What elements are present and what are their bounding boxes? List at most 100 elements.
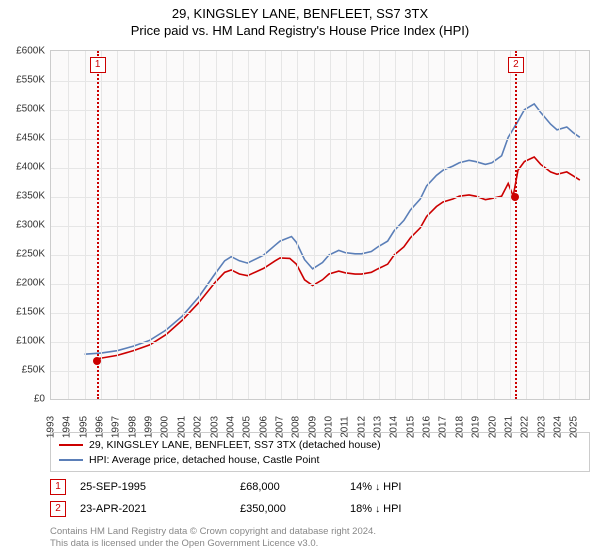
y-tick-label: £400K: [3, 162, 45, 173]
y-tick-label: £600K: [3, 46, 45, 57]
legend-swatch-hpi: [59, 459, 83, 461]
gridline-v: [150, 51, 151, 399]
gridline-v: [134, 51, 135, 399]
gridline-h: [51, 139, 589, 140]
event-badge: 2: [508, 57, 524, 73]
gridline-v: [199, 51, 200, 399]
gridline-v: [216, 51, 217, 399]
gridline-v: [314, 51, 315, 399]
event-point-marker: [511, 193, 519, 201]
event-badge: 1: [50, 479, 66, 495]
footer-line: This data is licensed under the Open Gov…: [50, 538, 590, 550]
gridline-h: [51, 371, 589, 372]
x-tick-label: 1995: [78, 416, 89, 438]
y-tick-label: £300K: [3, 220, 45, 231]
gridline-v: [559, 51, 560, 399]
gridline-v: [101, 51, 102, 399]
event-point-marker: [93, 357, 101, 365]
y-tick-label: £450K: [3, 133, 45, 144]
footer-line: Contains HM Land Registry data © Crown c…: [50, 526, 590, 538]
x-tick-label: 1997: [111, 416, 122, 438]
y-tick-label: £50K: [3, 365, 45, 376]
x-tick-label: 2007: [274, 416, 285, 438]
x-tick-label: 2020: [487, 416, 498, 438]
gridline-h: [51, 110, 589, 111]
legend-label: 29, KINGSLEY LANE, BENFLEET, SS7 3TX (de…: [89, 439, 381, 451]
legend-label: HPI: Average price, detached house, Cast…: [89, 454, 319, 466]
chart-subtitle: Price paid vs. HM Land Registry's House …: [0, 23, 600, 38]
x-tick-label: 2025: [569, 416, 580, 438]
event-badge: 1: [90, 57, 106, 73]
event-badge: 2: [50, 501, 66, 517]
gridline-v: [281, 51, 282, 399]
event-row: 2 23-APR-2021£350,00018% ↓ HPI: [50, 498, 590, 520]
gridline-v: [461, 51, 462, 399]
x-tick-label: 2023: [536, 416, 547, 438]
footer-attribution: Contains HM Land Registry data © Crown c…: [50, 526, 590, 551]
x-tick-label: 2013: [373, 416, 384, 438]
event-row: 125-SEP-1995£68,00014% ↓ HPI: [50, 476, 590, 498]
gridline-h: [51, 226, 589, 227]
gridline-v: [575, 51, 576, 399]
event-marker-line: [97, 51, 99, 399]
gridline-h: [51, 81, 589, 82]
gridline-v: [330, 51, 331, 399]
gridline-h: [51, 168, 589, 169]
x-tick-label: 1996: [95, 416, 106, 438]
gridline-v: [543, 51, 544, 399]
gridline-v: [412, 51, 413, 399]
gridline-h: [51, 342, 589, 343]
series-line-hpi: [85, 104, 580, 354]
x-tick-label: 2001: [176, 416, 187, 438]
chart-title-block: 29, KINGSLEY LANE, BENFLEET, SS7 3TX Pri…: [0, 0, 600, 38]
gridline-v: [346, 51, 347, 399]
gridline-v: [232, 51, 233, 399]
chart-title: 29, KINGSLEY LANE, BENFLEET, SS7 3TX: [0, 6, 600, 21]
gridline-v: [428, 51, 429, 399]
x-tick-label: 1998: [127, 416, 138, 438]
event-diff: 14% ↓ HPI: [350, 481, 470, 493]
gridline-v: [265, 51, 266, 399]
x-tick-label: 2004: [225, 416, 236, 438]
event-date: 23-APR-2021: [80, 503, 240, 515]
gridline-h: [51, 255, 589, 256]
gridline-v: [166, 51, 167, 399]
x-tick-label: 2011: [340, 416, 351, 438]
event-price: £350,000: [240, 503, 350, 515]
gridline-v: [444, 51, 445, 399]
x-tick-label: 2005: [242, 416, 253, 438]
gridline-v: [494, 51, 495, 399]
x-tick-label: 2018: [454, 416, 465, 438]
x-tick-label: 2015: [405, 416, 416, 438]
x-tick-label: 1999: [144, 416, 155, 438]
gridline-v: [379, 51, 380, 399]
legend-item: HPI: Average price, detached house, Cast…: [59, 452, 581, 467]
x-tick-label: 1993: [46, 416, 57, 438]
x-tick-label: 2010: [323, 416, 334, 438]
event-diff: 18% ↓ HPI: [350, 503, 470, 515]
gridline-v: [526, 51, 527, 399]
gridline-v: [117, 51, 118, 399]
gridline-v: [510, 51, 511, 399]
gridline-v: [363, 51, 364, 399]
x-tick-label: 2021: [503, 416, 514, 438]
y-tick-label: £500K: [3, 104, 45, 115]
legend-item: 29, KINGSLEY LANE, BENFLEET, SS7 3TX (de…: [59, 437, 581, 452]
y-tick-label: £550K: [3, 75, 45, 86]
x-tick-label: 1994: [62, 416, 73, 438]
gridline-v: [85, 51, 86, 399]
gridline-v: [68, 51, 69, 399]
legend-swatch-price: [59, 444, 83, 446]
y-tick-label: £100K: [3, 336, 45, 347]
x-tick-label: 2016: [422, 416, 433, 438]
events-table: 125-SEP-1995£68,00014% ↓ HPI 2 23-APR-2021…: [50, 476, 590, 520]
y-tick-label: £350K: [3, 191, 45, 202]
chart-lines-svg: [51, 51, 589, 399]
gridline-h: [51, 197, 589, 198]
x-tick-label: 2000: [160, 416, 171, 438]
x-tick-label: 2002: [193, 416, 204, 438]
x-tick-label: 2012: [356, 416, 367, 438]
gridline-v: [183, 51, 184, 399]
x-tick-label: 2022: [520, 416, 531, 438]
x-tick-label: 2024: [552, 416, 563, 438]
